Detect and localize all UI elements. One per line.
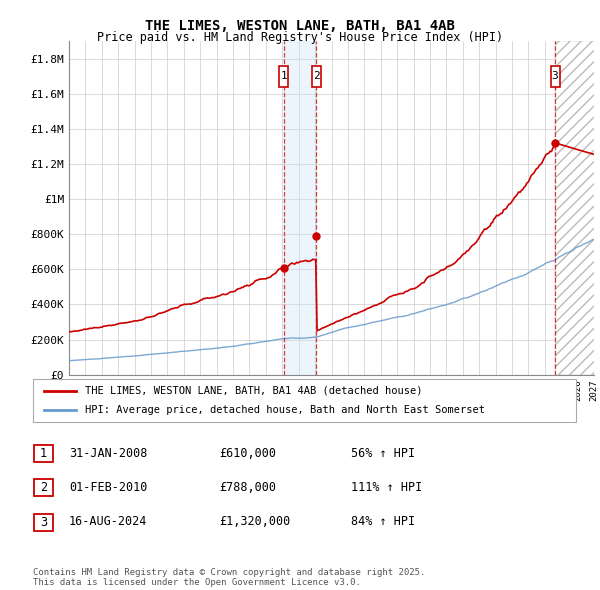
Text: 111% ↑ HPI: 111% ↑ HPI <box>351 481 422 494</box>
Text: 31-JAN-2008: 31-JAN-2008 <box>69 447 148 460</box>
Text: £788,000: £788,000 <box>219 481 276 494</box>
Text: 2: 2 <box>313 71 320 81</box>
Text: 1: 1 <box>40 447 47 460</box>
Text: Price paid vs. HM Land Registry's House Price Index (HPI): Price paid vs. HM Land Registry's House … <box>97 31 503 44</box>
FancyBboxPatch shape <box>551 66 560 87</box>
Text: 56% ↑ HPI: 56% ↑ HPI <box>351 447 415 460</box>
FancyBboxPatch shape <box>34 514 53 530</box>
Text: 2: 2 <box>40 481 47 494</box>
Text: 3: 3 <box>40 516 47 529</box>
Text: 84% ↑ HPI: 84% ↑ HPI <box>351 515 415 528</box>
FancyBboxPatch shape <box>34 480 53 496</box>
FancyBboxPatch shape <box>312 66 321 87</box>
Text: £610,000: £610,000 <box>219 447 276 460</box>
Text: HPI: Average price, detached house, Bath and North East Somerset: HPI: Average price, detached house, Bath… <box>85 405 485 415</box>
Text: 1: 1 <box>280 71 287 81</box>
Bar <box>555 41 600 375</box>
Text: 3: 3 <box>551 71 559 81</box>
Text: THE LIMES, WESTON LANE, BATH, BA1 4AB: THE LIMES, WESTON LANE, BATH, BA1 4AB <box>145 19 455 33</box>
Text: 16-AUG-2024: 16-AUG-2024 <box>69 515 148 528</box>
Text: THE LIMES, WESTON LANE, BATH, BA1 4AB (detached house): THE LIMES, WESTON LANE, BATH, BA1 4AB (d… <box>85 386 422 396</box>
Text: Contains HM Land Registry data © Crown copyright and database right 2025.
This d: Contains HM Land Registry data © Crown c… <box>33 568 425 587</box>
Text: £1,320,000: £1,320,000 <box>219 515 290 528</box>
Text: 01-FEB-2010: 01-FEB-2010 <box>69 481 148 494</box>
FancyBboxPatch shape <box>33 379 576 422</box>
FancyBboxPatch shape <box>279 66 288 87</box>
FancyBboxPatch shape <box>34 445 53 462</box>
Bar <box>555 41 600 375</box>
Bar <box>284 41 316 375</box>
